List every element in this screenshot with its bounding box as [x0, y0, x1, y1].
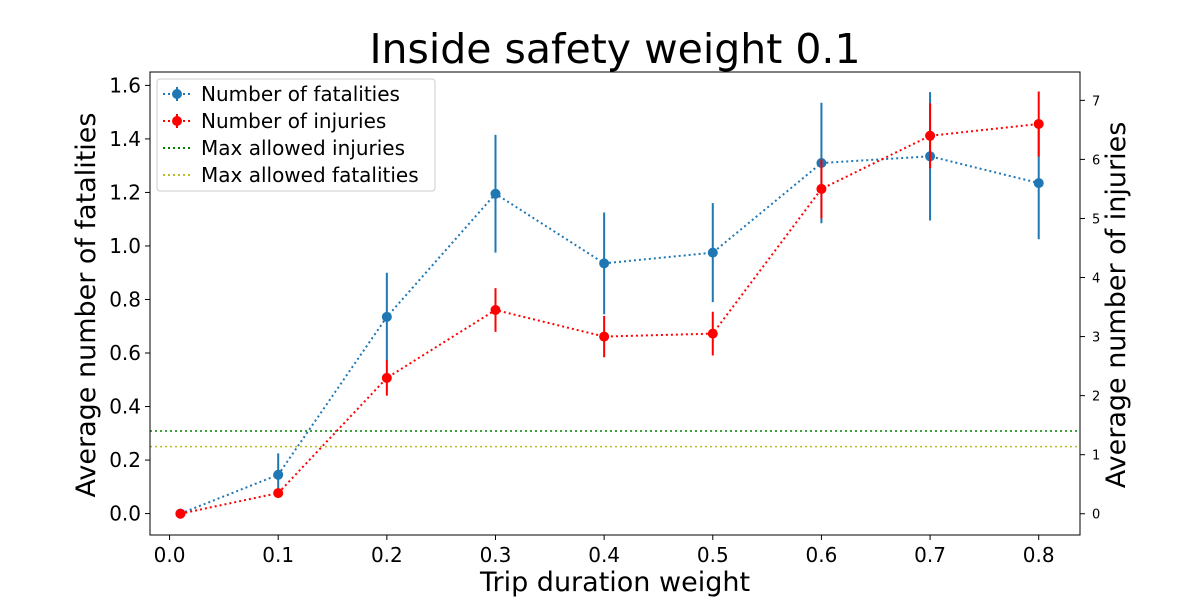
legend-label: Max allowed fatalities [201, 163, 419, 187]
series-2 [175, 91, 1044, 519]
y-tick-label-right: 3 [1092, 331, 1100, 346]
x-tick-label: 0.1 [262, 543, 294, 567]
x-tick-label: 0.0 [154, 543, 186, 567]
data-point [1033, 178, 1044, 189]
x-axis-label: Trip duration weight [479, 567, 750, 598]
y-tick-label-left: 0.6 [109, 341, 141, 365]
x-tick-label: 0.5 [697, 543, 729, 567]
data-point [816, 183, 827, 194]
data-point [381, 311, 392, 322]
data-point [707, 247, 718, 258]
data-point [599, 331, 610, 342]
y-tick-label-left: 1.2 [109, 180, 141, 204]
y-tick-label-left: 0.4 [109, 395, 141, 419]
legend-item: Max allowed injuries [163, 136, 405, 160]
y-tick-label-left: 0.8 [109, 287, 141, 311]
legend-item: Number of injuries [163, 109, 386, 133]
y-tick-label-right: 5 [1092, 212, 1100, 227]
series-layer [175, 91, 1044, 519]
legend-box [156, 78, 436, 192]
y-tick-label-left: 0.0 [109, 502, 141, 526]
data-point [490, 188, 501, 199]
legend-label: Max allowed injuries [201, 136, 405, 160]
legend-marker [172, 89, 182, 99]
x-axis: 0.0 0.1 0.2 0.3 0.4 0.5 0.6 0.7 0.8 [154, 535, 1055, 567]
y-tick-label-right: 4 [1092, 272, 1100, 287]
x-tick-label: 0.6 [806, 543, 838, 567]
y-tick-label-right: 6 [1092, 153, 1100, 168]
x-tick-label: 0.4 [588, 543, 620, 567]
data-point [1033, 118, 1044, 129]
y-axis-label-left: Average number of fatalities [71, 113, 102, 498]
data-point [707, 328, 718, 339]
y-tick-label-left: 1.0 [109, 234, 141, 258]
data-point [175, 508, 186, 519]
y-tick-label-left: 1.6 [109, 73, 141, 97]
legend-marker [172, 116, 182, 126]
legend: Number of fatalities Number of injuries Ma… [156, 78, 436, 192]
reference-lines [150, 430, 1080, 448]
data-point [599, 258, 610, 269]
legend-label: Number of fatalities [201, 82, 400, 106]
y-axis-label-right: Average number of injuries [1101, 122, 1132, 489]
legend-label: Number of injuries [201, 109, 386, 133]
y-tick-label-left: 1.4 [109, 127, 141, 151]
y-tick-label-left: 0.2 [109, 448, 141, 472]
y-axis-right: 0 1 2 3 4 5 6 7 [1080, 94, 1100, 523]
plot-area-frame [149, 71, 1081, 536]
chart-title: Inside safety weight 0.1 [369, 25, 860, 73]
legend-item: Max allowed fatalities [163, 163, 419, 187]
x-tick-label: 0.7 [914, 543, 946, 567]
x-tick-label: 0.8 [1023, 543, 1055, 567]
x-tick-label: 0.3 [480, 543, 512, 567]
data-point [273, 469, 284, 480]
data-point [381, 372, 392, 383]
y-tick-label-right: 0 [1092, 508, 1100, 523]
y-axis-left: 0.0 0.2 0.4 0.6 0.8 1.0 1.2 1.4 1.6 [109, 73, 150, 526]
y-tick-label-right: 1 [1092, 449, 1100, 464]
data-point [490, 304, 501, 315]
y-tick-label-right: 2 [1092, 390, 1100, 405]
data-point [925, 130, 936, 141]
x-tick-label: 0.2 [371, 543, 403, 567]
legend-item: Number of fatalities [163, 82, 400, 106]
y-tick-label-right: 7 [1092, 94, 1100, 109]
data-point [273, 488, 284, 499]
